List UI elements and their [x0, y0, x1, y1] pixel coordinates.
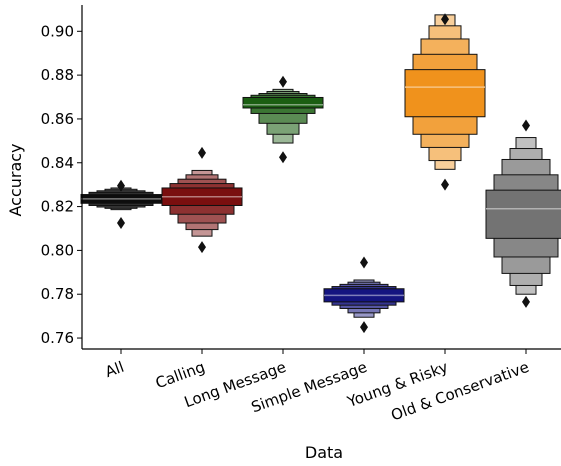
y-tick-label: 0.90: [41, 22, 74, 40]
x-axis-title: Data: [305, 443, 343, 462]
x-tick-label: All: [103, 358, 127, 381]
outlier-marker: [522, 295, 530, 308]
outlier-marker: [198, 241, 206, 254]
y-tick-label: 0.82: [41, 198, 74, 216]
box-level: [242, 96, 324, 109]
y-tick-label: 0.86: [41, 110, 74, 128]
y-tick-label: 0.84: [41, 154, 74, 172]
outlier-marker: [360, 256, 368, 269]
outlier-marker: [360, 321, 368, 334]
outlier-marker: [522, 119, 530, 132]
outlier-marker: [441, 178, 449, 191]
outlier-marker: [117, 217, 125, 230]
x-tick-label: Old & Conservative: [389, 358, 532, 425]
y-axis-title: Accuracy: [6, 143, 25, 216]
y-tick-label: 0.76: [41, 329, 74, 347]
outlier-marker: [117, 179, 125, 192]
outlier-marker: [441, 13, 449, 26]
box-level: [404, 69, 486, 118]
y-tick-label: 0.80: [41, 241, 74, 259]
y-tick-label: 0.88: [41, 66, 74, 84]
outlier-marker: [279, 151, 287, 164]
y-tick-label: 0.78: [41, 285, 74, 303]
outlier-marker: [198, 146, 206, 159]
box-level: [485, 189, 561, 239]
outlier-marker: [279, 75, 287, 88]
